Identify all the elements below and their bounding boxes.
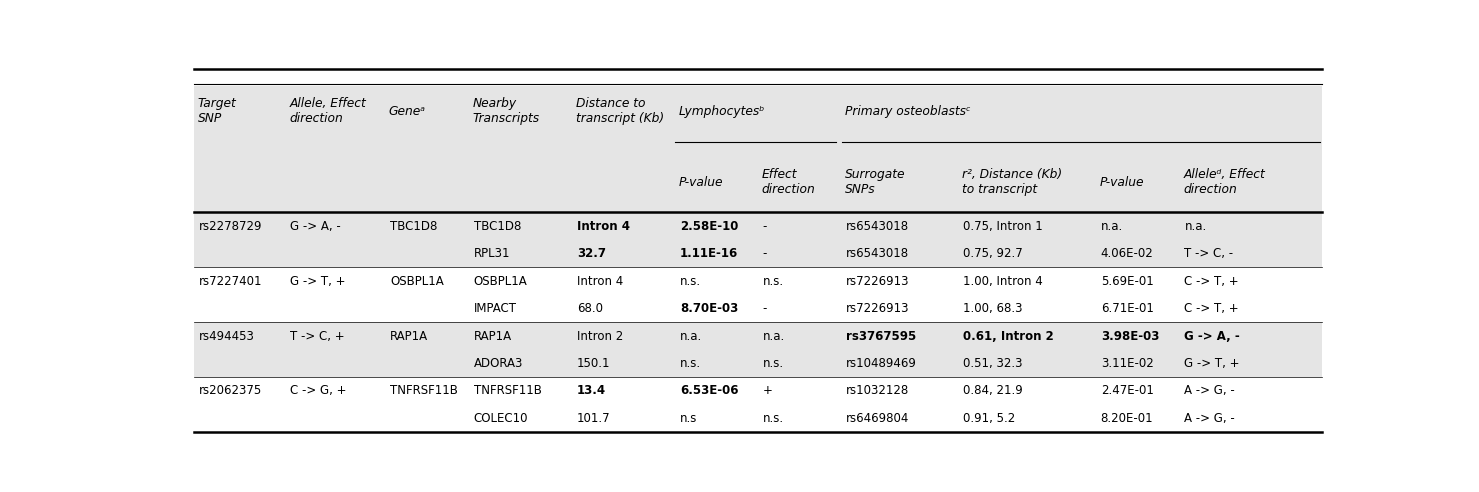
Text: C -> T, +: C -> T, + (1185, 275, 1239, 288)
Text: -: - (763, 220, 768, 233)
Text: rs7227401: rs7227401 (198, 275, 262, 288)
Text: 0.75, 92.7: 0.75, 92.7 (963, 247, 1023, 260)
Text: n.a.: n.a. (763, 330, 785, 342)
Text: n.a.: n.a. (680, 330, 703, 342)
Text: 0.91, 5.2: 0.91, 5.2 (963, 412, 1016, 425)
Text: C -> T, +: C -> T, + (1185, 302, 1239, 315)
Text: n.s.: n.s. (763, 357, 784, 370)
Text: 8.70E-03: 8.70E-03 (680, 302, 738, 315)
Text: G -> T, +: G -> T, + (1185, 357, 1239, 370)
Text: 6.71E-01: 6.71E-01 (1100, 302, 1154, 315)
Text: Intron 4: Intron 4 (577, 220, 630, 233)
Text: -: - (763, 302, 768, 315)
Text: C -> G, +: C -> G, + (290, 385, 348, 398)
Text: n.s.: n.s. (763, 412, 784, 425)
Text: 0.51, 32.3: 0.51, 32.3 (963, 357, 1022, 370)
Text: rs6543018: rs6543018 (846, 247, 910, 260)
Text: 2.58E-10: 2.58E-10 (680, 220, 738, 233)
Text: 6.53E-06: 6.53E-06 (680, 385, 738, 398)
Text: Surrogate
SNPs: Surrogate SNPs (845, 168, 905, 196)
Text: n.a.: n.a. (1185, 220, 1207, 233)
Text: Primary osteoblastsᶜ: Primary osteoblastsᶜ (845, 105, 970, 118)
Text: n.s.: n.s. (680, 275, 701, 288)
Bar (194, 86, 1322, 152)
Text: 8.20E-01: 8.20E-01 (1100, 412, 1154, 425)
Text: TNFRSF11B: TNFRSF11B (473, 385, 541, 398)
Text: Lymphocytesᵇ: Lymphocytesᵇ (679, 105, 766, 118)
Text: rs1032128: rs1032128 (846, 385, 910, 398)
Text: Intron 4: Intron 4 (577, 275, 623, 288)
Text: 4.06E-02: 4.06E-02 (1100, 247, 1154, 260)
Text: A -> G, -: A -> G, - (1185, 385, 1235, 398)
Text: 3.11E-02: 3.11E-02 (1100, 357, 1154, 370)
Text: TNFRSF11B: TNFRSF11B (390, 385, 458, 398)
Text: 1.00, 68.3: 1.00, 68.3 (963, 302, 1022, 315)
Text: 0.75, Intron 1: 0.75, Intron 1 (963, 220, 1043, 233)
Text: rs6469804: rs6469804 (846, 412, 910, 425)
Text: n.s.: n.s. (680, 357, 701, 370)
Text: 1.11E-16: 1.11E-16 (680, 247, 738, 260)
Text: n.s.: n.s. (763, 275, 784, 288)
Text: OSBPL1A: OSBPL1A (390, 275, 444, 288)
Text: rs7226913: rs7226913 (846, 275, 910, 288)
Text: TBC1D8: TBC1D8 (390, 220, 438, 233)
Text: n.s: n.s (680, 412, 698, 425)
Text: +: + (763, 385, 772, 398)
Text: r², Distance (Kb)
to transcript: r², Distance (Kb) to transcript (961, 168, 1062, 196)
Text: P-value: P-value (1099, 176, 1145, 188)
Text: T -> C, +: T -> C, + (290, 330, 345, 342)
Text: P-value: P-value (679, 176, 723, 188)
Text: RAP1A: RAP1A (390, 330, 429, 342)
Text: A -> G, -: A -> G, - (1185, 412, 1235, 425)
Text: 2.47E-01: 2.47E-01 (1100, 385, 1154, 398)
Text: RPL31: RPL31 (473, 247, 510, 260)
Text: Intron 2: Intron 2 (577, 330, 623, 342)
Text: 101.7: 101.7 (577, 412, 611, 425)
Text: 5.69E-01: 5.69E-01 (1100, 275, 1154, 288)
Text: G -> A, -: G -> A, - (290, 220, 342, 233)
Text: Distance to
transcript (Kb): Distance to transcript (Kb) (575, 97, 664, 125)
Text: Allele, Effect
direction: Allele, Effect direction (290, 97, 365, 125)
Text: rs10489469: rs10489469 (846, 357, 917, 370)
Text: COLEC10: COLEC10 (473, 412, 528, 425)
Text: RAP1A: RAP1A (473, 330, 512, 342)
Bar (194, 322, 1322, 350)
Text: 1.00, Intron 4: 1.00, Intron 4 (963, 275, 1043, 288)
Text: T -> C, -: T -> C, - (1185, 247, 1233, 260)
Text: Alleleᵈ, Effect
direction: Alleleᵈ, Effect direction (1183, 168, 1265, 196)
Bar (194, 152, 1322, 213)
Bar (194, 213, 1322, 240)
Text: IMPACT: IMPACT (473, 302, 516, 315)
Text: Geneᵃ: Geneᵃ (389, 105, 426, 118)
Text: 32.7: 32.7 (577, 247, 606, 260)
Text: Nearby
Transcripts: Nearby Transcripts (473, 97, 540, 125)
Text: Effect
direction: Effect direction (762, 168, 815, 196)
Text: rs2278729: rs2278729 (198, 220, 262, 233)
Text: Target
SNP: Target SNP (198, 97, 237, 125)
Text: n.a.: n.a. (1100, 220, 1123, 233)
Text: TBC1D8: TBC1D8 (473, 220, 521, 233)
Bar (194, 350, 1322, 377)
Text: rs7226913: rs7226913 (846, 302, 910, 315)
Bar (194, 240, 1322, 268)
Text: rs2062375: rs2062375 (198, 385, 262, 398)
Text: rs6543018: rs6543018 (846, 220, 910, 233)
Text: rs494453: rs494453 (198, 330, 254, 342)
Text: rs3767595: rs3767595 (846, 330, 917, 342)
Text: -: - (763, 247, 768, 260)
Text: OSBPL1A: OSBPL1A (473, 275, 528, 288)
Text: G -> T, +: G -> T, + (290, 275, 346, 288)
Text: ADORA3: ADORA3 (473, 357, 524, 370)
Text: 0.61, Intron 2: 0.61, Intron 2 (963, 330, 1055, 342)
Text: 13.4: 13.4 (577, 385, 606, 398)
Text: 150.1: 150.1 (577, 357, 611, 370)
Text: 68.0: 68.0 (577, 302, 603, 315)
Text: 0.84, 21.9: 0.84, 21.9 (963, 385, 1023, 398)
Text: G -> A, -: G -> A, - (1185, 330, 1239, 342)
Text: 3.98E-03: 3.98E-03 (1100, 330, 1160, 342)
